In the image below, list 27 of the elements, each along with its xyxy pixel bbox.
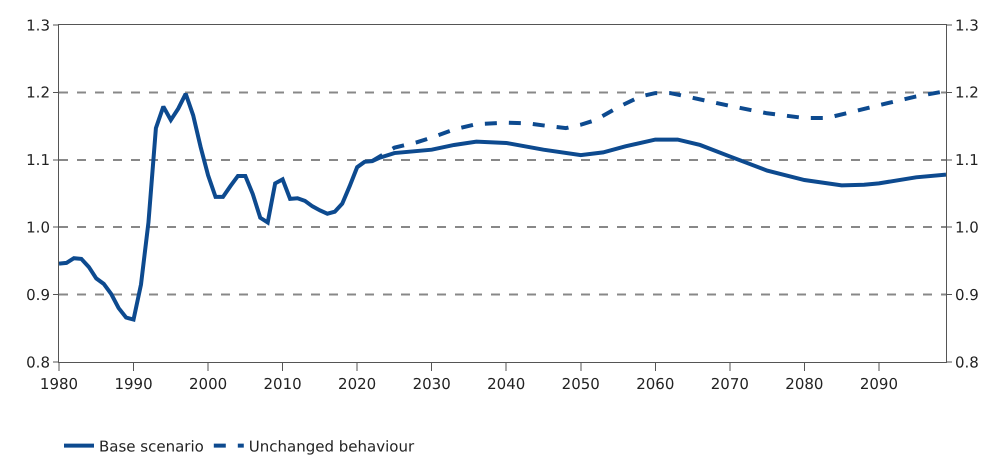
y-tick-label: 0.9 [26,286,50,304]
x-tick-label: 2030 [412,375,451,393]
line-series [59,92,946,322]
y-tick-label: 0.8 [26,353,50,372]
y-tick-label: 1.3 [26,16,50,34]
y-tick-label: 1.0 [26,218,50,236]
x-tick-label: 2080 [785,375,824,393]
y-tick-label: 1.2 [26,84,50,102]
x-tick-label: 2050 [562,375,600,393]
legend-label: Unchanged behaviour [248,438,415,456]
y2-tick-label: 1.0 [955,218,979,236]
legend-label: Base scenario [99,438,204,456]
x-tick-label: 2040 [487,375,526,393]
x-tick-label: 2000 [188,375,228,393]
y2-tick-label: 1.3 [955,16,979,34]
x-tick-label: 2060 [636,375,674,393]
y2-tick-label: 0.8 [955,353,979,372]
x-tick-label: 2020 [338,375,376,393]
y-tick-label: 1.1 [26,151,50,170]
y2-tick-label: 1.2 [955,84,979,102]
x-tick-label: 1990 [114,375,153,393]
x-tick-label: 2090 [860,375,898,393]
x-tick-label: 1980 [40,375,78,393]
x-tick-label: 2070 [710,375,749,393]
y2-tick-label: 0.9 [955,286,979,304]
y2-tick-label: 1.1 [955,151,979,170]
x-tick-label: 2010 [264,375,302,393]
